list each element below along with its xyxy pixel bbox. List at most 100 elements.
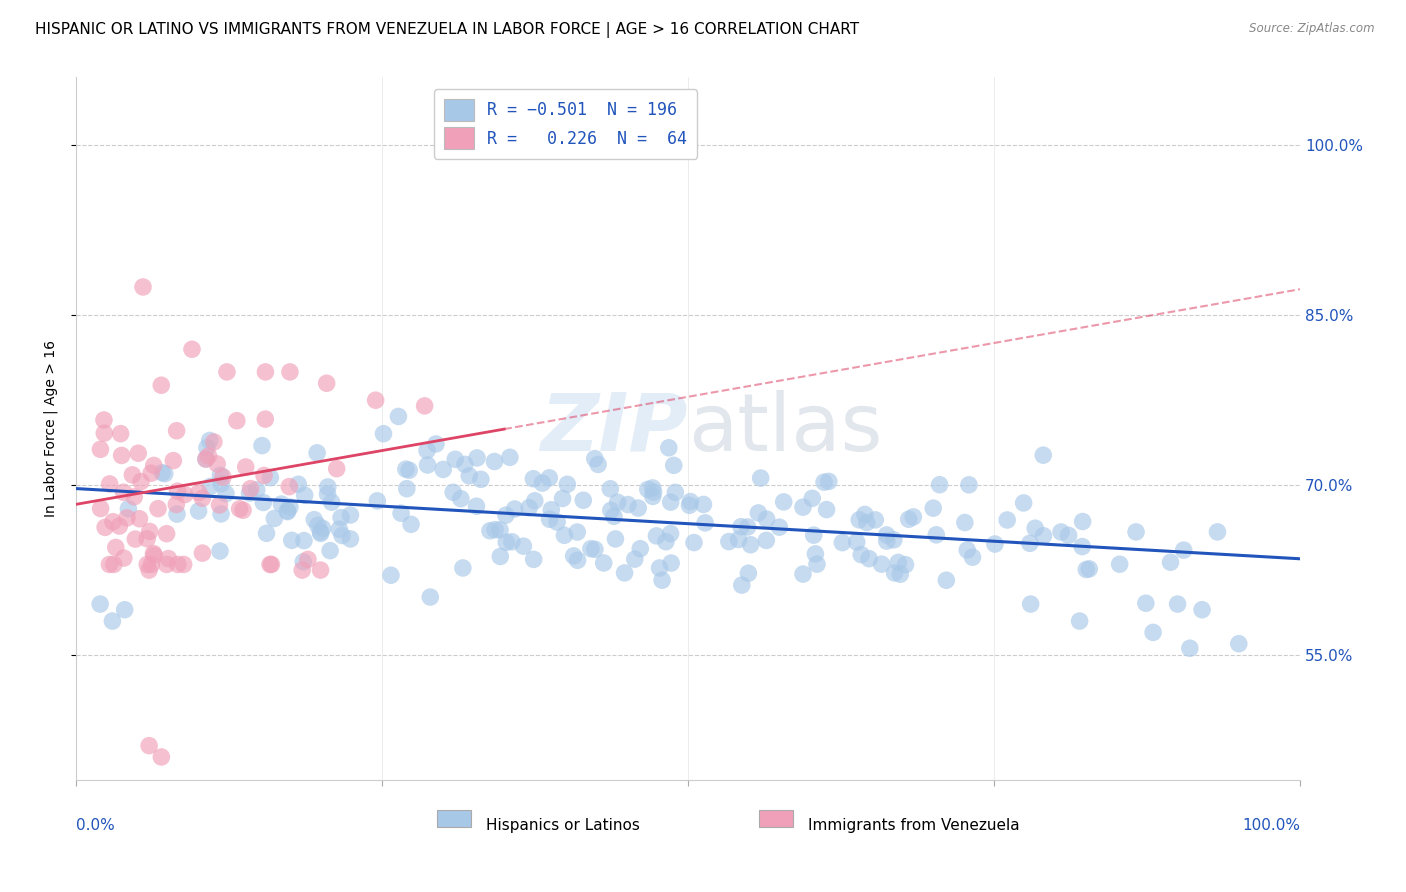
Point: [309, 524, 332, 539]
Point: [98, 477, 121, 491]
Text: 100.0%: 100.0%: [1241, 818, 1301, 833]
Point: [330, 510, 353, 524]
Point: [501, 534, 523, 549]
Point: [737, 520, 759, 534]
Point: [112, 485, 135, 500]
Point: [292, 533, 315, 548]
Point: [768, 520, 790, 534]
Point: [897, 512, 920, 526]
Point: [935, 573, 957, 587]
Point: [387, 409, 409, 424]
Point: [304, 513, 326, 527]
Point: [238, 486, 260, 500]
Point: [755, 512, 778, 526]
Point: [1071, 515, 1094, 529]
Point: [162, 453, 184, 467]
Point: [645, 529, 668, 543]
Point: [209, 507, 232, 521]
Point: [166, 507, 188, 521]
Point: [583, 542, 606, 557]
Point: [1019, 597, 1042, 611]
Point: [1071, 540, 1094, 554]
Point: [586, 458, 609, 472]
Point: [138, 524, 160, 539]
Point: [1227, 637, 1250, 651]
Point: [146, 501, 169, 516]
Point: [197, 449, 219, 463]
Point: [662, 458, 685, 473]
Point: [215, 486, 238, 500]
Point: [167, 558, 190, 572]
Text: atlas: atlas: [688, 390, 882, 467]
Point: [522, 472, 544, 486]
Point: [292, 555, 315, 569]
Point: [173, 487, 195, 501]
Point: [278, 365, 301, 379]
Point: [538, 512, 561, 526]
Point: [194, 452, 217, 467]
Point: [111, 449, 134, 463]
Point: [232, 503, 254, 517]
Point: [117, 501, 139, 516]
Point: [291, 563, 314, 577]
Point: [316, 487, 339, 501]
Point: [695, 516, 717, 530]
Text: 0.0%: 0.0%: [76, 818, 114, 833]
Point: [623, 552, 645, 566]
Point: [194, 452, 217, 467]
Point: [328, 522, 350, 536]
Point: [366, 493, 388, 508]
Point: [127, 446, 149, 460]
Point: [253, 468, 276, 483]
Point: [339, 508, 361, 522]
Point: [395, 482, 418, 496]
Point: [212, 470, 235, 484]
Point: [425, 437, 447, 451]
Point: [297, 552, 319, 566]
Point: [1135, 596, 1157, 610]
Point: [495, 508, 517, 523]
Point: [903, 509, 925, 524]
Point: [209, 476, 232, 491]
Point: [599, 482, 621, 496]
Point: [883, 533, 905, 547]
Point: [235, 460, 257, 475]
Point: [956, 543, 979, 558]
Point: [755, 533, 778, 548]
Text: ZIP: ZIP: [540, 390, 688, 467]
Legend: R = −0.501  N = 196, R =   0.226  N =  64: R = −0.501 N = 196, R = 0.226 N = 64: [433, 89, 697, 159]
Point: [737, 566, 759, 581]
Point: [730, 519, 752, 533]
Point: [484, 523, 506, 537]
Point: [683, 535, 706, 549]
Point: [523, 493, 546, 508]
Point: [200, 479, 222, 493]
Point: [572, 493, 595, 508]
Point: [166, 484, 188, 499]
Point: [648, 561, 671, 575]
Point: [330, 528, 353, 542]
Point: [307, 446, 329, 460]
Point: [540, 502, 562, 516]
Text: Hispanics or Latinos: Hispanics or Latinos: [486, 818, 640, 833]
Point: [815, 502, 838, 516]
Point: [801, 491, 824, 506]
Point: [142, 458, 165, 473]
Point: [489, 523, 512, 537]
Point: [450, 491, 472, 506]
Point: [894, 558, 917, 572]
Point: [1142, 625, 1164, 640]
Point: [309, 526, 332, 541]
Point: [599, 503, 621, 517]
Point: [664, 485, 686, 500]
Point: [141, 466, 163, 480]
Point: [454, 458, 477, 472]
Point: [889, 567, 911, 582]
Point: [583, 451, 606, 466]
Point: [1206, 524, 1229, 539]
Point: [870, 557, 893, 571]
Point: [110, 426, 132, 441]
Point: [465, 500, 488, 514]
Point: [531, 476, 554, 491]
Point: [263, 511, 285, 525]
